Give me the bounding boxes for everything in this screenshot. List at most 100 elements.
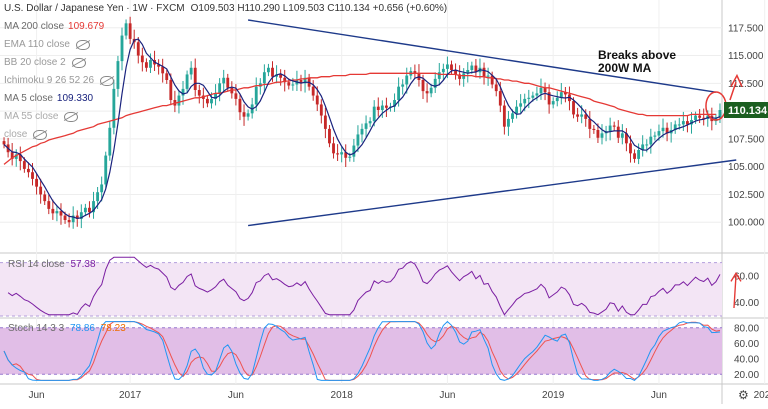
x-tick-label: 2017: [119, 390, 142, 401]
stoch-k-line: [3, 320, 721, 381]
candle-body: [283, 77, 287, 83]
stoch-tick-label: 20.00: [734, 370, 759, 381]
indicator-row[interactable]: close: [4, 126, 114, 144]
candle-body: [576, 114, 580, 117]
rsi-band: [0, 262, 722, 316]
candle-body: [694, 115, 697, 120]
candle-body: [527, 97, 531, 99]
stoch-tick-label: 80.00: [734, 323, 759, 334]
candle-body: [596, 130, 600, 138]
candle-body: [486, 75, 490, 77]
candle-body: [22, 161, 26, 169]
x-tick-label: Jun: [651, 390, 667, 401]
stoch-tick-label: 40.00: [734, 354, 759, 365]
candle-body: [616, 126, 620, 138]
candle-body: [104, 155, 108, 185]
candle-body: [433, 78, 437, 88]
candle-body: [511, 113, 514, 119]
candle-body: [336, 153, 340, 155]
candle-body: [218, 83, 222, 94]
stoch-band: [0, 327, 722, 375]
annotation-line: Breaks above: [598, 48, 677, 62]
indicator-value: 109.679: [68, 21, 105, 32]
candle-body: [502, 105, 506, 127]
candle-body: [189, 67, 193, 75]
candle-body: [551, 101, 555, 105]
candle-body: [10, 152, 14, 159]
candle-body: [197, 90, 201, 96]
y-tick-label: 105.000: [728, 162, 765, 173]
indicator-row[interactable]: Ichimoku 9 26 52 26: [4, 72, 115, 90]
candle-body: [600, 133, 604, 138]
candle-body: [254, 86, 258, 105]
candle-body: [279, 74, 283, 78]
settings-gear-icon[interactable]: ⚙: [738, 388, 749, 402]
candle-body: [559, 92, 563, 98]
hidden-eye-icon[interactable]: [100, 76, 115, 86]
candle-body: [71, 215, 75, 223]
candle-body: [100, 184, 104, 193]
breakout-arrow: [729, 81, 737, 101]
candle-body: [519, 103, 523, 107]
candle-body: [149, 60, 152, 68]
candle-body: [112, 88, 116, 128]
indicator-name: MA 55 close: [4, 111, 59, 122]
candle-body: [242, 112, 246, 117]
indicator-name: EMA 110 close: [4, 39, 70, 50]
candle-body: [79, 212, 83, 219]
candle-body: [124, 23, 128, 36]
hidden-eye-icon[interactable]: [33, 130, 48, 140]
rsi-legend[interactable]: RSI 14 close 57.38: [8, 259, 96, 270]
stoch-name: Stoch 14 3 3: [8, 323, 65, 334]
rsi-line: [7, 256, 721, 316]
candle-body: [35, 178, 38, 187]
candle-body: [665, 127, 669, 134]
candle-body: [31, 172, 34, 179]
indicator-row[interactable]: BB 20 close 2: [4, 54, 114, 72]
indicator-value: 109.330: [56, 93, 94, 104]
indicator-legend: MA 200 close 109.679 EMA 110 close BB 20 …: [4, 18, 115, 144]
breakout-arrowhead: [730, 73, 743, 88]
hidden-eye-icon[interactable]: [64, 112, 79, 122]
candle-body: [47, 201, 51, 209]
candle-body: [490, 75, 494, 85]
hidden-eye-icon[interactable]: [75, 40, 90, 50]
rsi-tick-label: 40.00: [734, 298, 759, 309]
candle-body: [328, 128, 331, 144]
candle-body: [267, 67, 270, 73]
candle-body: [299, 80, 303, 84]
candle-body: [698, 115, 702, 118]
stoch-d-value: 78.23: [100, 323, 126, 334]
candle-body: [507, 118, 510, 127]
stoch-legend[interactable]: Stoch 14 3 3 78.86 78.23: [8, 323, 126, 334]
indicator-row[interactable]: MA 200 close 109.679: [4, 18, 114, 36]
candle-body: [144, 62, 148, 68]
symbol-label[interactable]: U.S. Dollar / Japanese Yen · 1W · FXCM: [4, 3, 185, 14]
rsi-value: 57.38: [70, 259, 96, 270]
candle-body: [27, 168, 30, 173]
candle-body: [515, 106, 518, 114]
indicator-row[interactable]: MA 55 close: [4, 108, 114, 126]
candle-body: [690, 120, 693, 125]
candle-body: [75, 215, 79, 219]
indicator-row[interactable]: MA 5 close 109.330: [4, 90, 114, 108]
x-tick-label: Jun: [228, 390, 244, 401]
y-tick-label: 115.000: [728, 51, 764, 62]
candle-body: [474, 65, 478, 73]
candle-body: [629, 143, 632, 154]
candle-body: [120, 35, 124, 62]
hidden-eye-icon[interactable]: [71, 58, 86, 68]
candle-body: [185, 74, 189, 89]
candle-body: [234, 93, 238, 99]
price-tag-label: 110.134: [728, 105, 768, 117]
candle-body: [206, 98, 209, 104]
candle-body: [181, 88, 185, 96]
chart-header: U.S. Dollar / Japanese Yen · 1W · FXCM O…: [4, 2, 447, 16]
candle-body: [401, 84, 405, 87]
indicator-row[interactable]: EMA 110 close: [4, 36, 114, 54]
candle-body: [686, 121, 689, 125]
candle-body: [539, 87, 543, 94]
indicator-name: BB 20 close 2: [4, 57, 66, 68]
candle-body: [458, 74, 462, 79]
